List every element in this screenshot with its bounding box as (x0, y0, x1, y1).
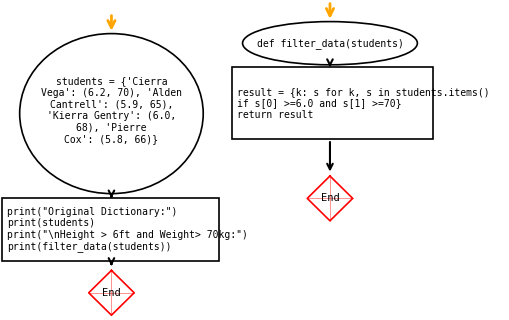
Bar (2, 198, 218, 261)
Text: students = {'Cierra
Vega': (6.2, 70), 'Alden
Cantrell': (5.9, 65),
'Kierra Gentr: students = {'Cierra Vega': (6.2, 70), 'A… (41, 76, 182, 144)
Bar (232, 67, 433, 139)
Ellipse shape (20, 34, 203, 194)
Text: result = {k: s for k, s in students.items()
if s[0] >=6.0 and s[1] >=70}
return : result = {k: s for k, s in students.item… (237, 87, 490, 120)
Text: End: End (321, 193, 340, 204)
Text: End: End (102, 288, 121, 298)
Text: def filter_data(students): def filter_data(students) (257, 38, 404, 49)
Ellipse shape (243, 22, 417, 65)
Text: print("Original Dictionary:")
print(students)
print("\nHeight > 6ft and Weight> : print("Original Dictionary:") print(stud… (8, 207, 248, 252)
